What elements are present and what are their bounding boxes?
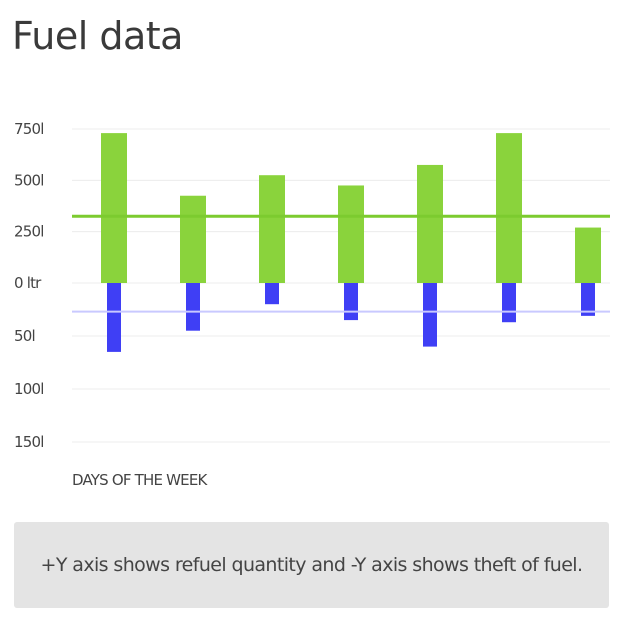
theft-bar bbox=[186, 283, 200, 331]
theft-bar bbox=[265, 283, 279, 305]
refuel-bar bbox=[101, 133, 127, 283]
refuel-bar bbox=[417, 164, 443, 283]
y-tick-label: 50l bbox=[14, 327, 35, 345]
average-lines bbox=[72, 214, 610, 313]
theft-bar bbox=[344, 283, 358, 321]
page-title: Fuel data bbox=[12, 14, 183, 58]
refuel-bar bbox=[180, 195, 206, 283]
refuel-bar bbox=[259, 175, 285, 283]
info-box: +Y axis shows refuel quantity and -Y axi… bbox=[14, 522, 609, 608]
y-tick-label: 150l bbox=[14, 433, 44, 451]
theft-bar bbox=[502, 283, 516, 323]
y-tick-label: 100l bbox=[14, 380, 44, 398]
theft-bar bbox=[107, 283, 121, 352]
y-tick-label: 750l bbox=[14, 120, 44, 138]
y-axis-ticks: 750l 500l 250l 0 ltr 50l 100l 150l bbox=[14, 120, 44, 451]
refuel-bar bbox=[496, 133, 522, 283]
theft-bar bbox=[423, 283, 437, 347]
fuel-chart: 750l 500l 250l 0 ltr 50l 100l 150l DAYS OF THE… bbox=[14, 120, 610, 489]
grid-lines bbox=[72, 128, 610, 443]
info-note: +Y axis shows refuel quantity and -Y axi… bbox=[40, 554, 583, 576]
y-tick-label: 500l bbox=[14, 171, 44, 189]
refuel-bar bbox=[338, 185, 364, 283]
x-axis-title: DAYS OF THE WEEK bbox=[72, 471, 209, 489]
refuel-bar bbox=[575, 227, 601, 283]
bars bbox=[101, 133, 601, 352]
y-tick-label: 250l bbox=[14, 223, 44, 241]
theft-bar bbox=[581, 283, 595, 316]
y-tick-label: 0 ltr bbox=[14, 274, 42, 292]
